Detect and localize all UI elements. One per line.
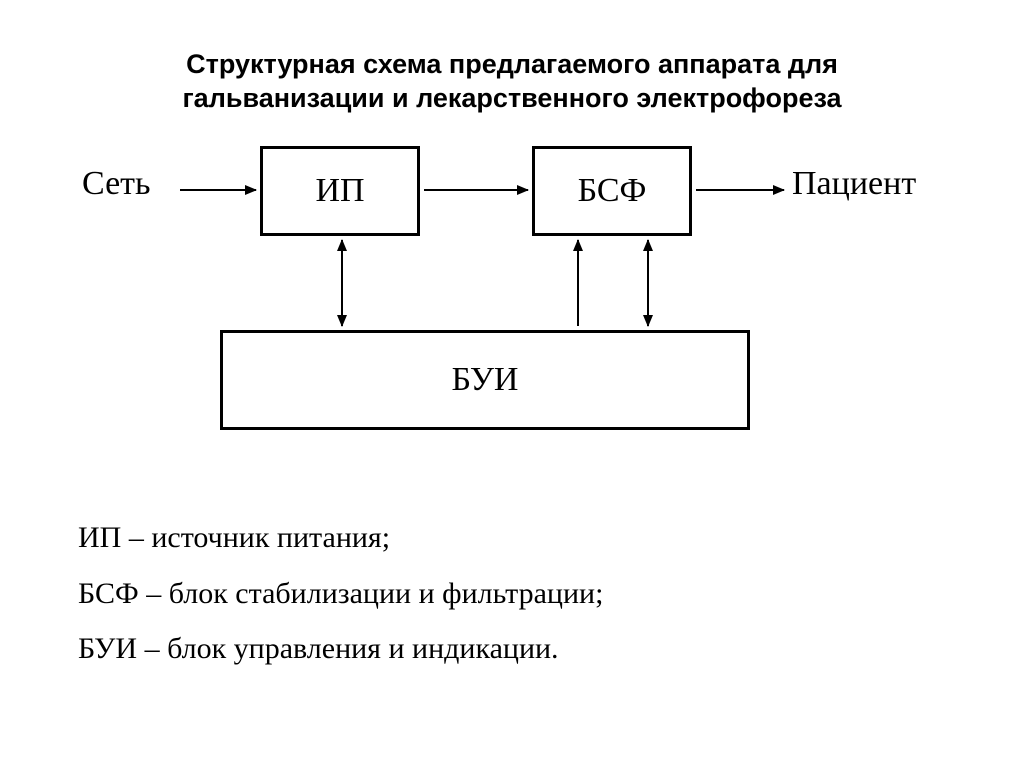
legend-bui: БУИ – блок управления и индикации. bbox=[78, 621, 603, 677]
legend: ИП – источник питания; БСФ – блок стабил… bbox=[78, 510, 603, 677]
node-ip-box: ИП bbox=[260, 146, 420, 236]
diagram-page: Структурная схема предлагаемого аппарата… bbox=[0, 0, 1024, 767]
node-bui-box: БУИ bbox=[220, 330, 750, 430]
legend-ip: ИП – источник питания; bbox=[78, 510, 603, 566]
node-net-label: Сеть bbox=[82, 165, 151, 203]
node-bsf-box: БСФ bbox=[532, 146, 692, 236]
node-patient-label: Пациент bbox=[792, 165, 916, 203]
node-bui-label: БУИ bbox=[452, 361, 519, 399]
diagram-title: Структурная схема предлагаемого аппарата… bbox=[0, 48, 1024, 116]
legend-bsf: БСФ – блок стабилизации и фильтрации; bbox=[78, 566, 603, 622]
node-bsf-label: БСФ bbox=[578, 172, 647, 210]
node-ip-label: ИП bbox=[315, 172, 364, 210]
